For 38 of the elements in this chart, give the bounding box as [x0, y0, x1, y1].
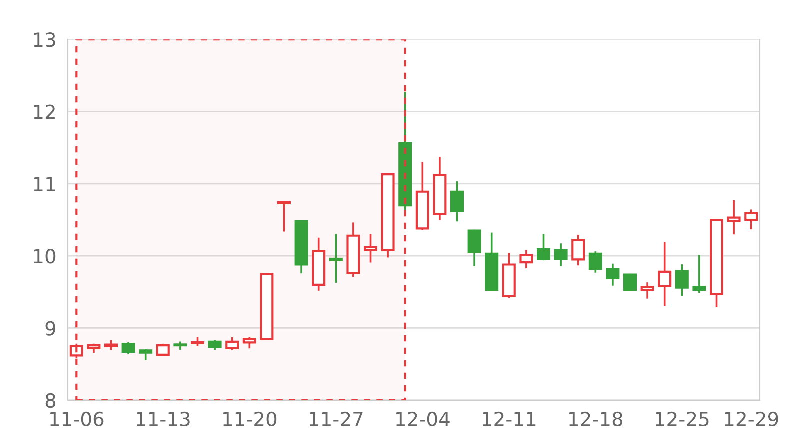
y-tick-label: 10 — [34, 249, 56, 264]
candlestick — [640, 282, 654, 299]
candlestick — [242, 337, 256, 349]
candlestick — [450, 182, 464, 222]
candlestick — [606, 264, 620, 286]
x-tick-label: 11-06 — [50, 412, 104, 427]
x-tick-label: 12-25 — [656, 412, 709, 427]
candlestick — [520, 250, 534, 269]
candlestick — [226, 337, 240, 350]
y-tick-label: 13 — [34, 32, 56, 48]
y-tick-label: 12 — [34, 104, 55, 120]
candlestick — [623, 274, 638, 292]
candlestick — [156, 344, 170, 356]
candlestick — [277, 201, 292, 232]
x-tick-label: 11-27 — [310, 412, 363, 426]
candlestick — [329, 234, 343, 283]
candlestick — [122, 342, 136, 354]
x-tick-label: 12-04 — [396, 412, 450, 427]
x-tick-label: 11-20 — [224, 412, 277, 427]
candlestick — [468, 230, 482, 266]
candlestick — [139, 348, 153, 360]
candlestick — [744, 210, 758, 230]
candlestick — [554, 244, 568, 266]
candlestick — [364, 234, 378, 263]
candlestick — [658, 242, 672, 306]
candlestick — [536, 234, 551, 261]
y-tick-label: 11 — [34, 177, 56, 192]
x-tick-label: 12-18 — [570, 412, 623, 427]
candlestick — [675, 264, 689, 296]
candlestick — [727, 200, 741, 235]
candlestick — [692, 255, 706, 294]
x-tick-label: 12-11 — [483, 412, 536, 426]
x-tick-label: 12-29 — [725, 412, 778, 427]
y-tick-label: 8 — [46, 393, 56, 408]
candlestick — [572, 234, 586, 266]
y-tick-label: 9 — [46, 321, 56, 336]
x-tick-label: 11-13 — [137, 412, 190, 427]
candlestick — [588, 252, 602, 273]
